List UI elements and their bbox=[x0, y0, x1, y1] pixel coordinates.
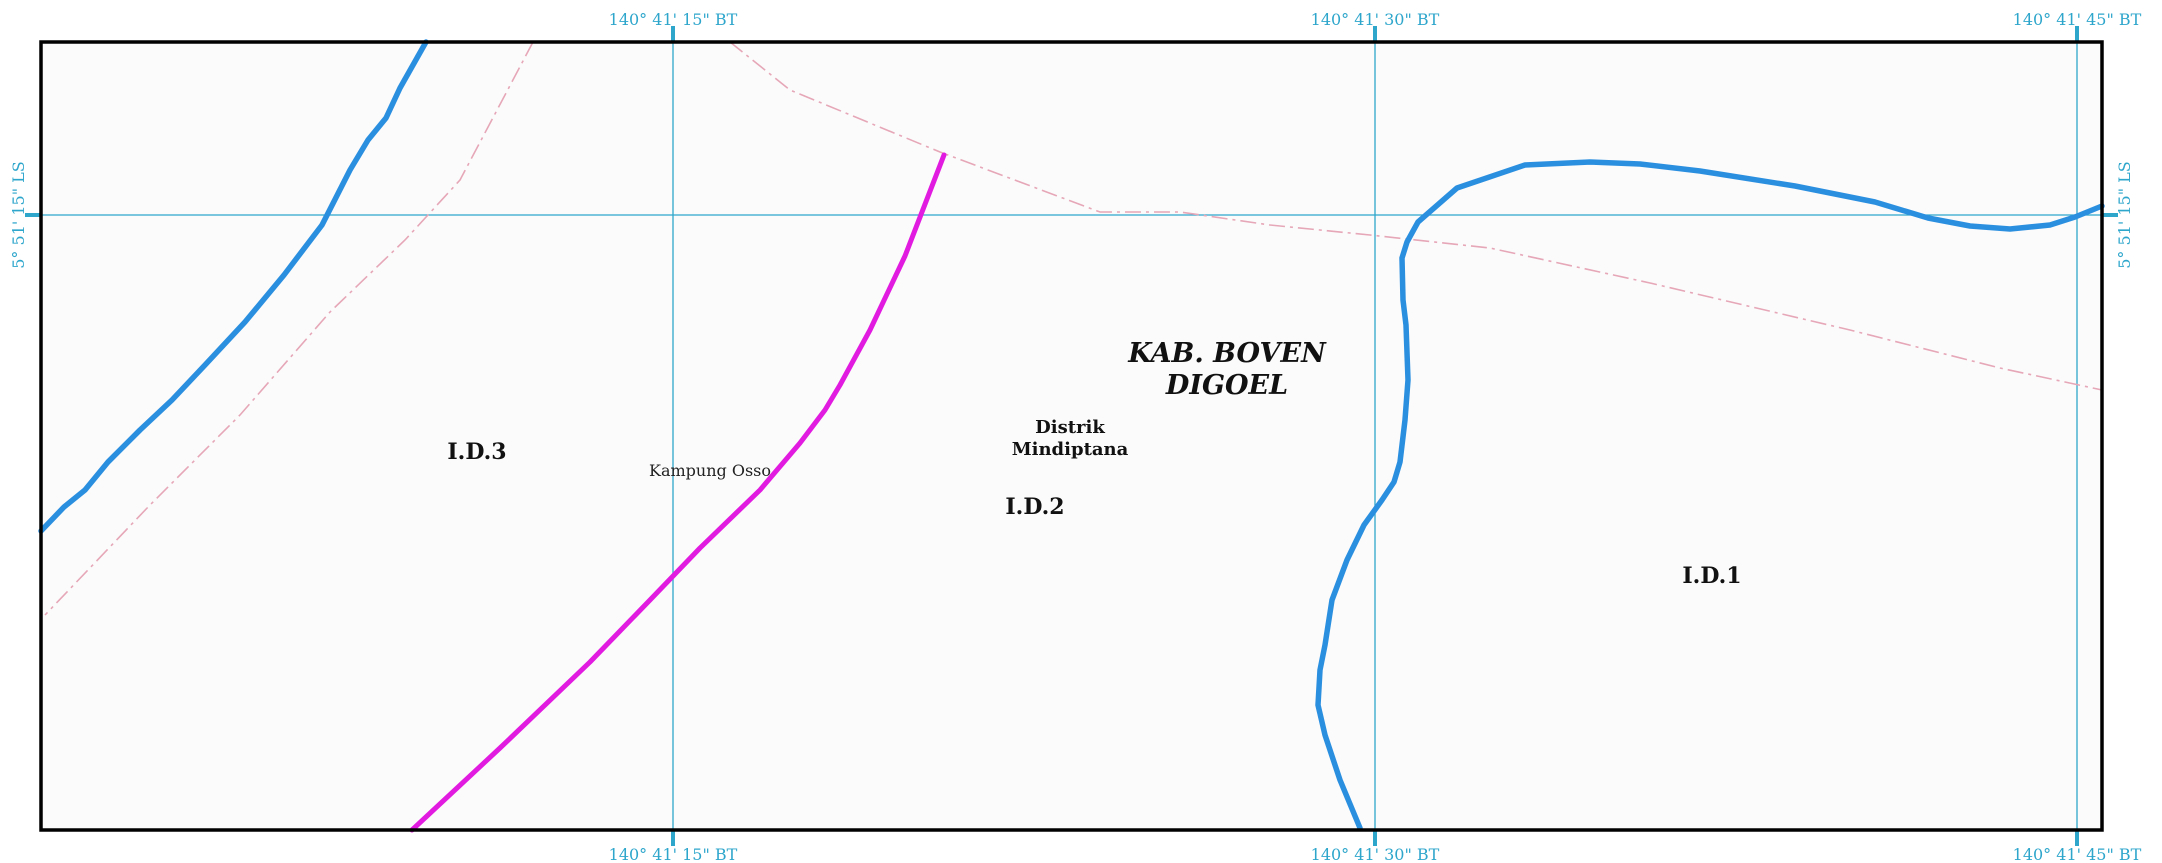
coord-top-2: 140° 41' 30" BT bbox=[1311, 10, 1440, 29]
coord-top-1: 140° 41' 15" BT bbox=[609, 10, 738, 29]
coord-left-1: 5° 51' 15" LS bbox=[9, 161, 28, 269]
river-west bbox=[38, 39, 429, 534]
admin-boundary-west bbox=[44, 41, 534, 616]
map-frame bbox=[39, 40, 2104, 832]
admin-boundary-northeast bbox=[729, 41, 2103, 391]
coord-bottom-1: 140° 41' 15" BT bbox=[609, 845, 738, 863]
zone-label-id3: I.D.3 bbox=[447, 439, 506, 465]
graticule bbox=[28, 28, 2116, 845]
map-background bbox=[41, 42, 2102, 830]
zone-label-id1: I.D.1 bbox=[1682, 563, 1741, 589]
rivers bbox=[38, 39, 2105, 831]
coord-right-1: 5° 51' 15" LS bbox=[2115, 161, 2134, 269]
administrative-boundary bbox=[44, 41, 2103, 616]
regency-label-line2: DIGOEL bbox=[1165, 370, 1288, 401]
village-label: Kampung Osso bbox=[649, 461, 771, 480]
coord-top-3: 140° 41' 45" BT bbox=[2013, 10, 2142, 29]
coord-bottom-3: 140° 41' 45" BT bbox=[2013, 845, 2142, 863]
district-label-line2: Mindiptana bbox=[1012, 439, 1129, 460]
coord-bottom-2: 140° 41' 30" BT bbox=[1311, 845, 1440, 863]
regency-label-line1: KAB. BOVEN bbox=[1127, 338, 1327, 369]
zone-boundary-line bbox=[409, 152, 947, 833]
river-east bbox=[1315, 159, 2105, 831]
district-label-line1: Distrik bbox=[1035, 417, 1105, 438]
zone-label-id2: I.D.2 bbox=[1005, 494, 1064, 520]
graticule-ticks bbox=[25, 26, 2118, 846]
